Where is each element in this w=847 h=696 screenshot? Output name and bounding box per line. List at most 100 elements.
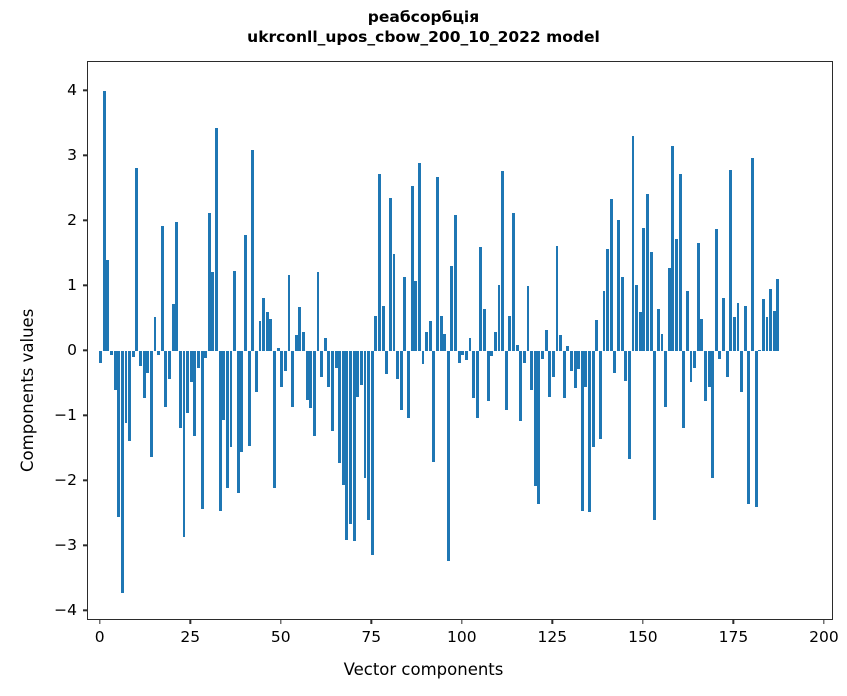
x-tick-label: 100 <box>447 628 477 646</box>
bar <box>475 351 479 418</box>
bar <box>515 344 519 352</box>
bar <box>693 351 697 368</box>
bar <box>330 351 334 431</box>
bar <box>751 157 754 352</box>
y-tick-mark <box>83 154 88 156</box>
bar <box>276 348 280 352</box>
x-tick-label: 150 <box>628 628 658 646</box>
bar <box>225 351 229 488</box>
bar <box>703 351 707 401</box>
bar <box>345 351 349 540</box>
bar <box>309 351 313 409</box>
bar <box>378 173 381 352</box>
x-axis-label: Vector components <box>343 660 504 679</box>
bar <box>580 351 584 511</box>
bar <box>501 170 505 352</box>
y-tick-mark <box>83 284 88 286</box>
bar <box>566 346 570 352</box>
bar <box>718 351 722 360</box>
bar <box>367 351 371 521</box>
bar <box>338 351 342 464</box>
bar <box>157 351 161 355</box>
y-tick-label: 4 <box>67 81 77 100</box>
bar <box>110 351 113 355</box>
bar <box>399 351 403 410</box>
bar <box>598 351 602 439</box>
bar <box>631 136 635 352</box>
y-tick-label: 0 <box>67 341 77 360</box>
x-tick-mark <box>642 620 644 625</box>
bar <box>186 351 190 413</box>
bar <box>128 351 132 441</box>
bar <box>135 167 139 352</box>
bar <box>193 351 197 436</box>
bar <box>341 351 345 485</box>
bar <box>696 243 700 352</box>
bar <box>656 309 660 352</box>
bar <box>526 286 530 352</box>
bar <box>99 351 103 363</box>
bar-series <box>88 62 832 619</box>
bar <box>678 174 682 352</box>
bar <box>559 335 563 352</box>
bar <box>624 351 628 381</box>
bar <box>414 281 418 352</box>
bar <box>519 351 523 422</box>
bar <box>189 351 193 382</box>
bar <box>273 351 276 488</box>
bar <box>754 351 758 508</box>
bar <box>222 351 226 420</box>
bar <box>363 351 367 478</box>
bar <box>359 351 363 386</box>
bar <box>675 239 678 352</box>
bar <box>776 279 780 352</box>
bar <box>124 351 128 423</box>
bar <box>370 351 374 556</box>
bar <box>591 351 595 448</box>
bar <box>522 351 526 363</box>
bar <box>577 351 581 370</box>
bar <box>620 277 624 352</box>
y-tick-label: −3 <box>54 536 77 555</box>
bar <box>142 351 146 399</box>
bar <box>573 351 577 388</box>
chart-title: реабсорбція ukrconll_upos_cbow_200_10_20… <box>0 8 847 48</box>
y-tick-mark <box>83 609 88 611</box>
bar <box>544 330 548 352</box>
bar <box>570 351 573 371</box>
y-tick-label: 1 <box>67 276 77 295</box>
bar <box>251 149 255 352</box>
bar <box>302 331 305 352</box>
bar <box>305 351 309 400</box>
bar <box>265 312 269 352</box>
bar <box>117 351 121 517</box>
y-tick-mark <box>83 544 88 546</box>
bar <box>106 260 110 352</box>
bar <box>736 302 740 352</box>
bar <box>537 351 541 504</box>
bar <box>700 318 704 352</box>
bar <box>740 351 744 392</box>
bar <box>714 229 718 352</box>
bar <box>283 351 287 371</box>
bar <box>446 351 450 561</box>
x-tick-label: 125 <box>537 628 568 646</box>
bar <box>168 351 171 379</box>
bar <box>483 309 486 352</box>
x-tick-label: 175 <box>718 628 749 646</box>
bar <box>334 351 338 368</box>
bar <box>131 351 135 358</box>
bar <box>627 351 631 460</box>
bar <box>247 351 251 446</box>
bar <box>417 162 421 352</box>
bar <box>533 351 537 487</box>
y-tick-label: −4 <box>54 601 77 620</box>
bar <box>149 351 153 457</box>
bar <box>139 351 142 366</box>
bar <box>164 351 168 408</box>
bar <box>233 270 237 352</box>
bar <box>642 227 646 352</box>
bar <box>660 333 664 352</box>
bar <box>320 351 324 378</box>
bar <box>609 198 613 352</box>
